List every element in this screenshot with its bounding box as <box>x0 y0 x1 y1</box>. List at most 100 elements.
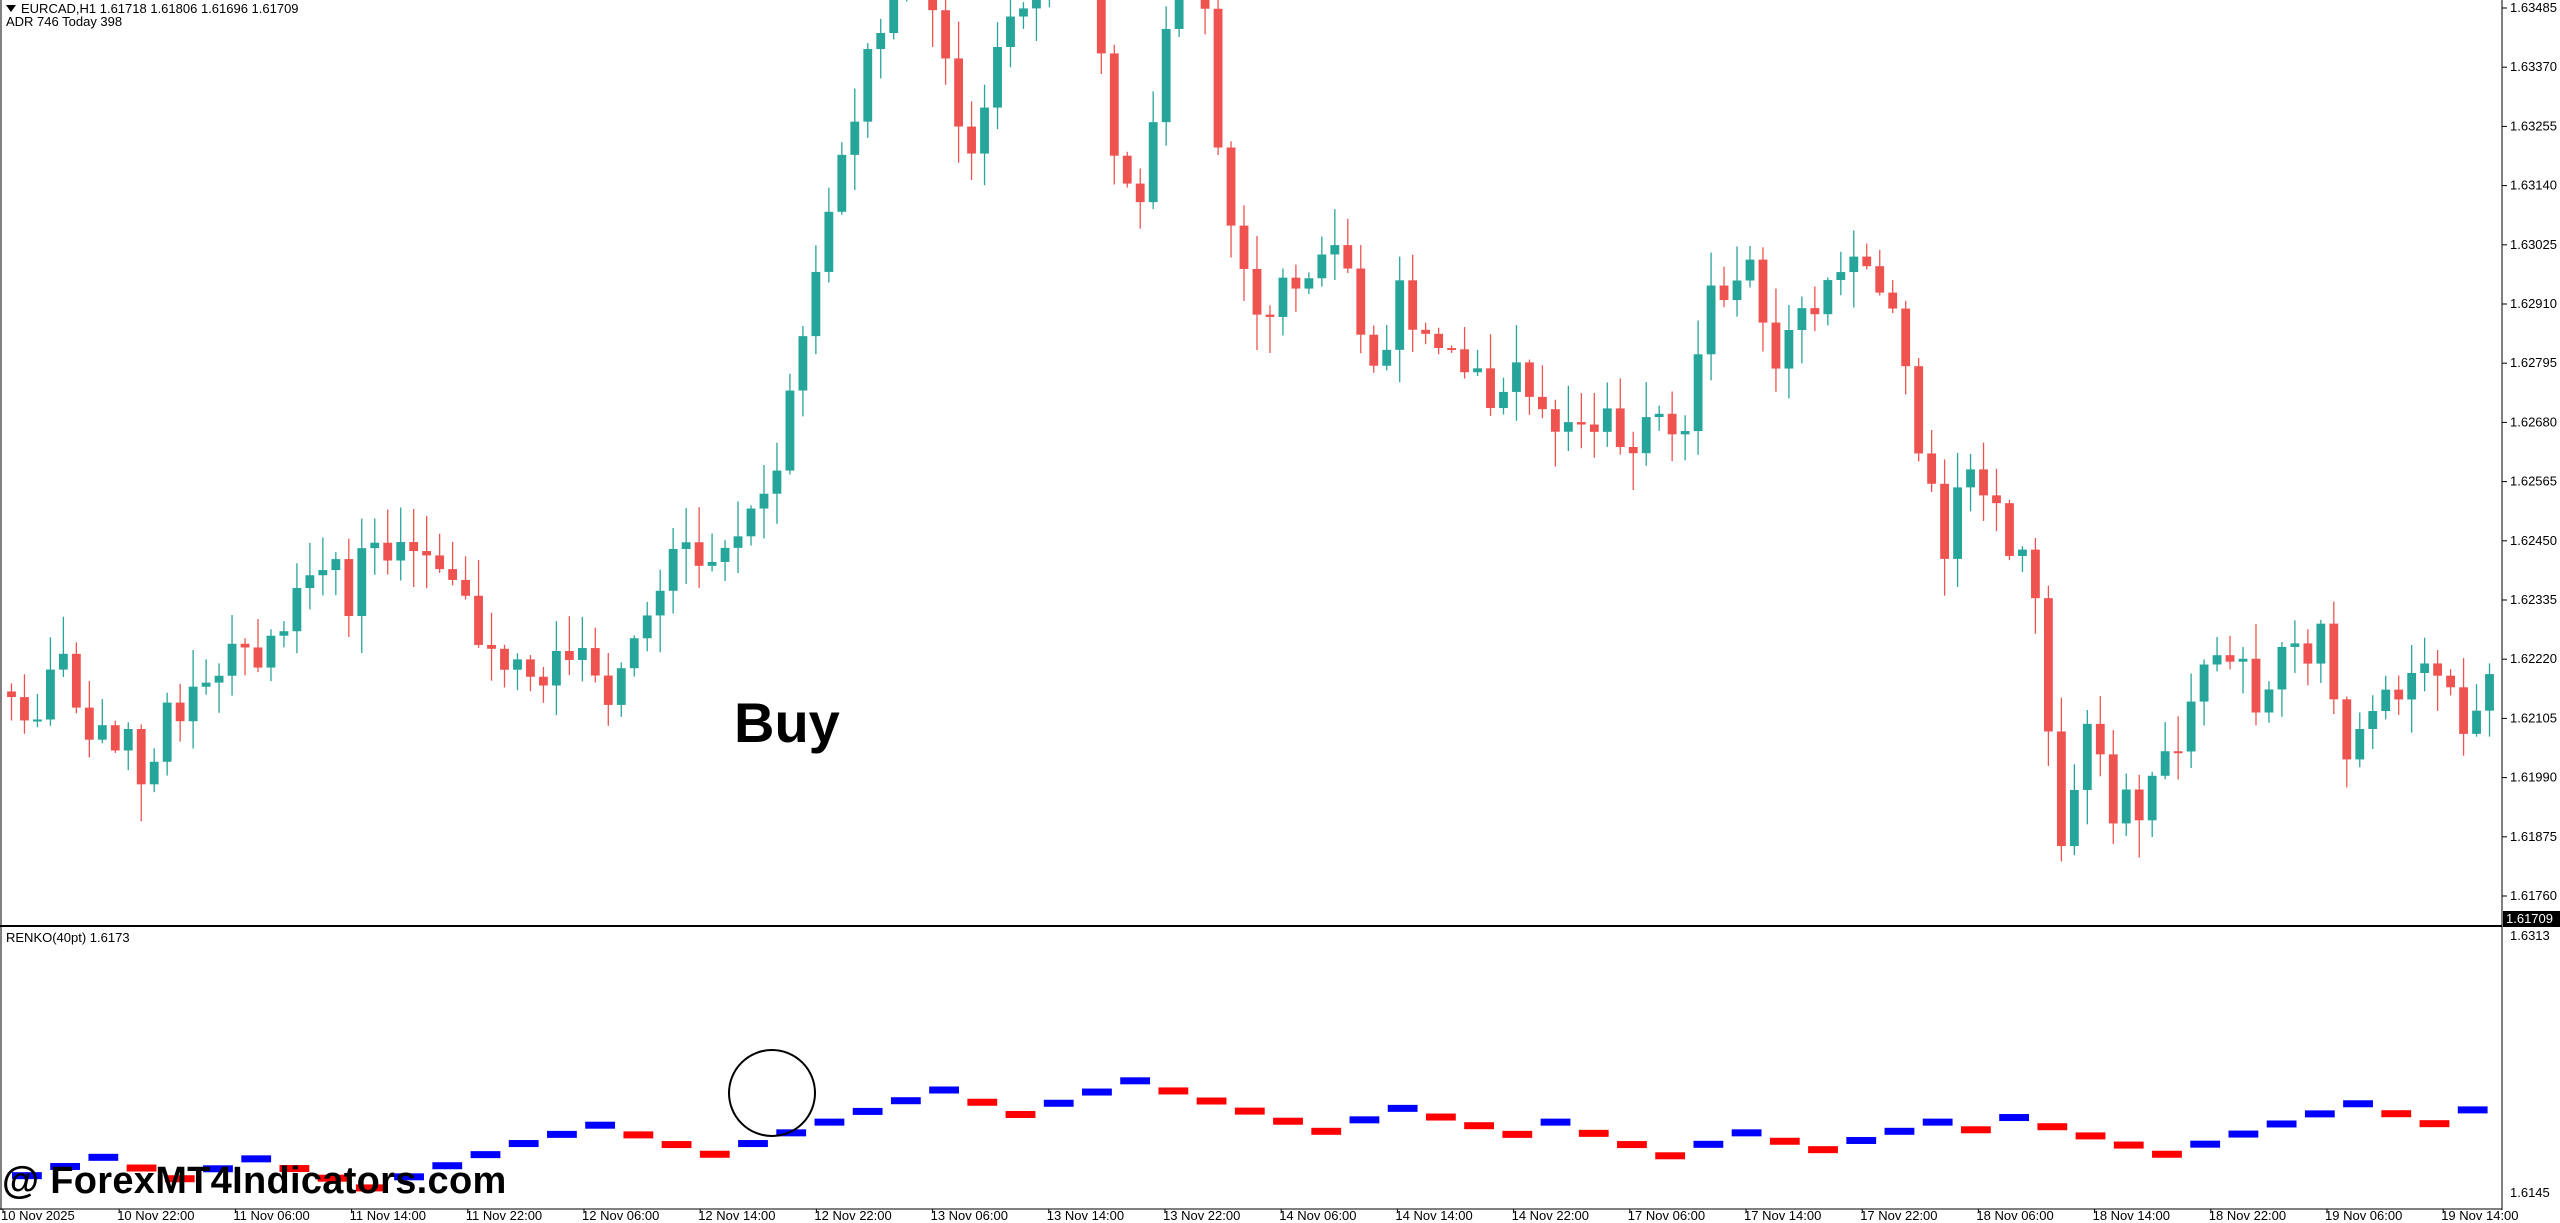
candle-body <box>1109 53 1119 156</box>
time-label: 14 Nov 14:00 <box>1395 1208 1472 1223</box>
time-label: 13 Nov 06:00 <box>931 1208 1008 1223</box>
chart-frame <box>0 0 2503 1210</box>
candle-body <box>655 590 665 616</box>
candle-body <box>1122 155 1132 184</box>
candle-body <box>876 33 886 50</box>
indicator-axis-label: 1.6145 <box>2510 1185 2550 1200</box>
candle-body <box>162 702 172 762</box>
candle-body <box>214 675 224 683</box>
price-label: 1.63370 <box>2510 59 2557 74</box>
candle-body <box>110 725 120 751</box>
candle-body <box>1278 277 1288 317</box>
candle-body <box>1693 354 1703 432</box>
candle-body <box>2082 723 2092 790</box>
candle-body <box>2212 655 2222 665</box>
time-label: 19 Nov 06:00 <box>2325 1208 2402 1223</box>
candle-body <box>1032 0 1041 9</box>
renko-brick <box>2419 1120 2450 1128</box>
candle-body <box>84 707 94 740</box>
candle-body <box>551 650 561 686</box>
candle-body <box>2446 675 2456 688</box>
candle-body <box>2251 658 2261 713</box>
price-label: 1.62335 <box>2510 592 2557 607</box>
candle-body <box>785 390 795 471</box>
candle-body <box>2121 789 2131 824</box>
candle-body <box>2433 663 2443 676</box>
renko-brick <box>1578 1129 1609 1137</box>
candle-body <box>2056 731 2066 847</box>
candle-body <box>603 675 613 705</box>
candle-body <box>123 728 133 751</box>
renko-brick <box>2457 1106 2488 1114</box>
candle-body <box>1226 147 1236 226</box>
candle-body <box>201 682 211 687</box>
indicator-axis: 1.6313 1.6145 <box>2510 928 2550 1200</box>
candle-body <box>2095 723 2105 755</box>
renko-brick <box>2228 1130 2259 1138</box>
candle-body <box>2147 775 2157 821</box>
candle-body <box>1719 285 1729 301</box>
candle-body <box>474 595 483 645</box>
candle-body <box>2043 598 2053 732</box>
candle-body <box>1291 277 1301 289</box>
candle-body <box>2199 664 2209 702</box>
price-label: 1.62220 <box>2510 651 2557 666</box>
candle-body <box>435 555 445 570</box>
renko-brick <box>1196 1097 1227 1105</box>
candle-body <box>1836 272 1846 281</box>
candle-body <box>1499 391 1508 409</box>
candle-body <box>7 691 16 698</box>
time-label: 14 Nov 06:00 <box>1279 1208 1356 1223</box>
candle-body <box>1174 0 1184 29</box>
candle-body <box>642 615 652 639</box>
candle-body <box>1927 453 1937 484</box>
candle-body <box>1784 330 1794 369</box>
candle-body <box>980 107 989 154</box>
candle-body <box>136 728 146 785</box>
renko-series <box>12 1077 2488 1192</box>
candle-body <box>694 542 704 566</box>
renko-brick <box>470 1151 501 1159</box>
renko-brick <box>317 1174 348 1182</box>
candle-body <box>1135 183 1145 203</box>
candle-body <box>357 548 367 617</box>
candle-body <box>2485 674 2494 711</box>
candle-body <box>2108 754 2118 824</box>
candle-body <box>409 542 419 552</box>
candle-body <box>20 697 29 721</box>
candle-body <box>1161 28 1171 123</box>
candle-body <box>1447 348 1457 351</box>
candle-body <box>539 676 548 686</box>
renko-brick <box>2075 1132 2106 1140</box>
candle-body <box>1421 329 1431 334</box>
price-label: 1.61760 <box>2510 888 2557 903</box>
renko-brick <box>776 1129 807 1137</box>
candle-body <box>798 336 808 391</box>
candle-body <box>772 470 782 494</box>
current-price-badge: 1.61709 <box>2503 911 2560 927</box>
renko-brick <box>432 1162 463 1170</box>
dropdown-triangle-icon[interactable] <box>6 5 16 12</box>
time-label: 11 Nov 06:00 <box>233 1208 309 1223</box>
time-axis: 10 Nov 2025 10 Nov 22:00 11 Nov 06:00 11 No… <box>1 1208 2519 1223</box>
renko-brick <box>12 1172 42 1180</box>
candle-body <box>1408 280 1418 330</box>
candle-body <box>1563 422 1573 432</box>
renko-brick <box>1502 1130 1533 1138</box>
renko-brick <box>1273 1117 1303 1125</box>
candle-body <box>318 570 328 576</box>
watermark: @ ForexMT4Indicators.com <box>2 1160 507 1202</box>
candle-body <box>1602 408 1612 432</box>
renko-brick <box>1234 1107 1265 1115</box>
candle-body <box>97 725 107 740</box>
candle-body <box>2173 751 2183 754</box>
renko-brick <box>2381 1110 2412 1118</box>
price-label: 1.61875 <box>2510 829 2557 844</box>
renko-brick <box>1922 1118 1953 1126</box>
renko-brick <box>2343 1100 2373 1108</box>
renko-brick <box>1005 1110 1036 1118</box>
candle-body <box>344 559 354 617</box>
candle-body <box>707 561 717 566</box>
time-label: 11 Nov 14:00 <box>350 1208 426 1223</box>
